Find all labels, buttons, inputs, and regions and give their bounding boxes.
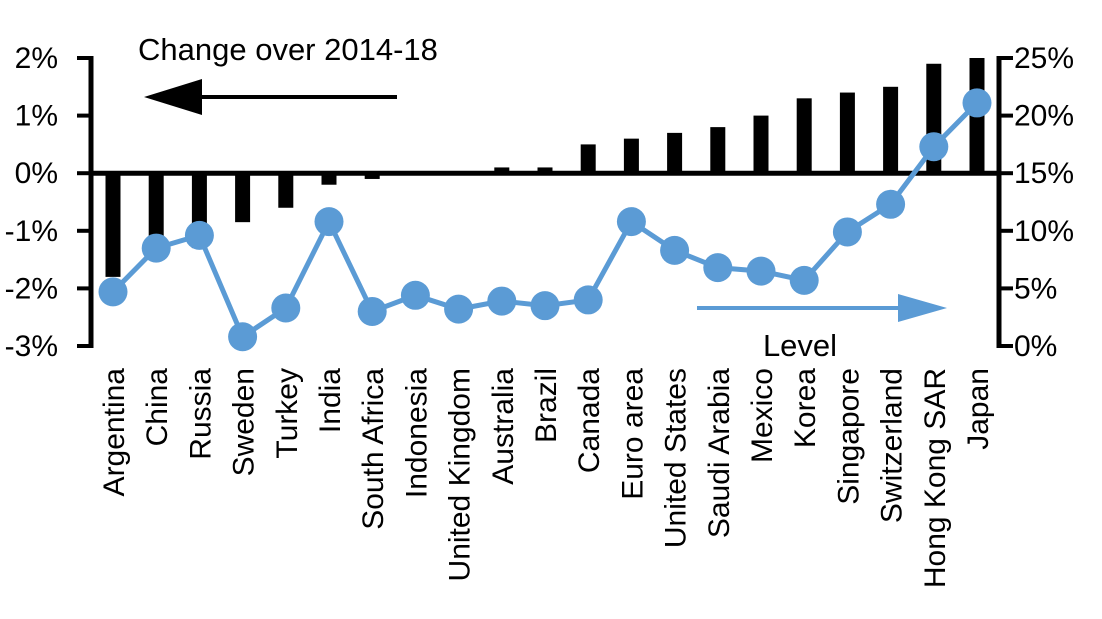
level-dot-india: [314, 207, 344, 237]
bar-united-states: [667, 132, 683, 174]
level-dot-switzerland: [876, 189, 906, 219]
category-label-korea: Korea: [789, 368, 822, 448]
level-dot-canada: [573, 285, 603, 315]
left-axis-tick-label: 2%: [15, 42, 58, 75]
bar-singapore: [839, 92, 855, 174]
category-label-sweden: Sweden: [228, 368, 261, 476]
bar-mexico: [753, 115, 769, 174]
level-dot-united-states: [660, 235, 690, 265]
level-dot-mexico: [746, 256, 776, 286]
category-label-turkey: Turkey: [271, 368, 304, 459]
category-label-hong-kong-sar: Hong Kong SAR: [919, 368, 952, 588]
bar-series-title: Change over 2014-18: [138, 32, 438, 67]
level-dot-saudi-arabia: [703, 253, 733, 283]
level-dot-australia: [487, 286, 517, 316]
left-axis-tick-label: 0%: [15, 157, 58, 190]
bar-south-africa: [364, 173, 380, 179]
left-axis-tick-label: 1%: [15, 100, 58, 133]
level-dot-russia: [184, 220, 214, 250]
level-dot-singapore: [832, 217, 862, 247]
category-label-india: India: [314, 368, 347, 433]
left-axis-tick-label: -1%: [5, 215, 58, 248]
level-dot-south-africa: [357, 296, 387, 326]
level-dot-united-kingdom: [444, 294, 474, 324]
level-dot-sweden: [228, 322, 258, 352]
bar-canada: [580, 144, 596, 174]
category-label-switzerland: Switzerland: [876, 368, 909, 523]
bar-euro-area: [623, 138, 639, 174]
line-series-arrow-head-icon: [898, 294, 947, 322]
category-label-indonesia: Indonesia: [400, 368, 433, 498]
level-dot-hong-kong-sar: [919, 132, 949, 162]
category-label-united-states: United States: [660, 368, 693, 548]
line-series-label: Level: [762, 328, 838, 363]
right-axis-tick-label: 20%: [1014, 100, 1074, 133]
category-label-canada: Canada: [573, 368, 606, 473]
right-axis-tick-label: 25%: [1014, 42, 1074, 75]
category-label-saudi-arabia: Saudi Arabia: [703, 368, 736, 538]
bar-korea: [796, 98, 812, 174]
bar-series-arrow-head-icon: [144, 79, 202, 115]
bar-switzerland: [883, 86, 899, 174]
level-dot-argentina: [98, 277, 128, 307]
right-axis-tick-label: 15%: [1014, 157, 1074, 190]
bar-india: [321, 173, 337, 185]
level-dot-turkey: [271, 293, 301, 323]
level-dot-japan: [962, 88, 992, 118]
category-label-euro-area: Euro area: [616, 368, 649, 500]
category-label-singapore: Singapore: [832, 368, 865, 505]
bar-turkey: [278, 173, 294, 208]
right-axis-tick-label: 10%: [1014, 215, 1074, 248]
category-label-brazil: Brazil: [530, 368, 563, 443]
category-label-mexico: Mexico: [746, 368, 779, 463]
right-axis-tick-label: 0%: [1014, 330, 1057, 363]
category-label-argentina: Argentina: [98, 368, 131, 497]
bar-brazil: [537, 167, 553, 174]
level-dot-euro-area: [616, 207, 646, 237]
left-axis-tick-label: -2%: [5, 272, 58, 305]
level-dot-indonesia: [400, 280, 430, 310]
level-dot-brazil: [530, 291, 560, 321]
bar-sweden: [235, 173, 251, 223]
category-label-australia: Australia: [487, 368, 520, 485]
left-axis-tick-label: -3%: [5, 330, 58, 363]
bar-australia: [494, 167, 510, 174]
bar-argentina: [105, 173, 121, 277]
level-dot-korea: [789, 265, 819, 295]
bar-saudi-arabia: [710, 127, 726, 174]
right-axis-tick-label: 5%: [1014, 272, 1057, 305]
category-label-south-africa: South Africa: [357, 368, 390, 530]
category-label-russia: Russia: [184, 368, 217, 460]
category-label-united-kingdom: United Kingdom: [444, 368, 477, 581]
category-label-china: China: [141, 368, 174, 447]
category-label-japan: Japan: [962, 368, 995, 450]
level-dot-china: [141, 233, 171, 263]
